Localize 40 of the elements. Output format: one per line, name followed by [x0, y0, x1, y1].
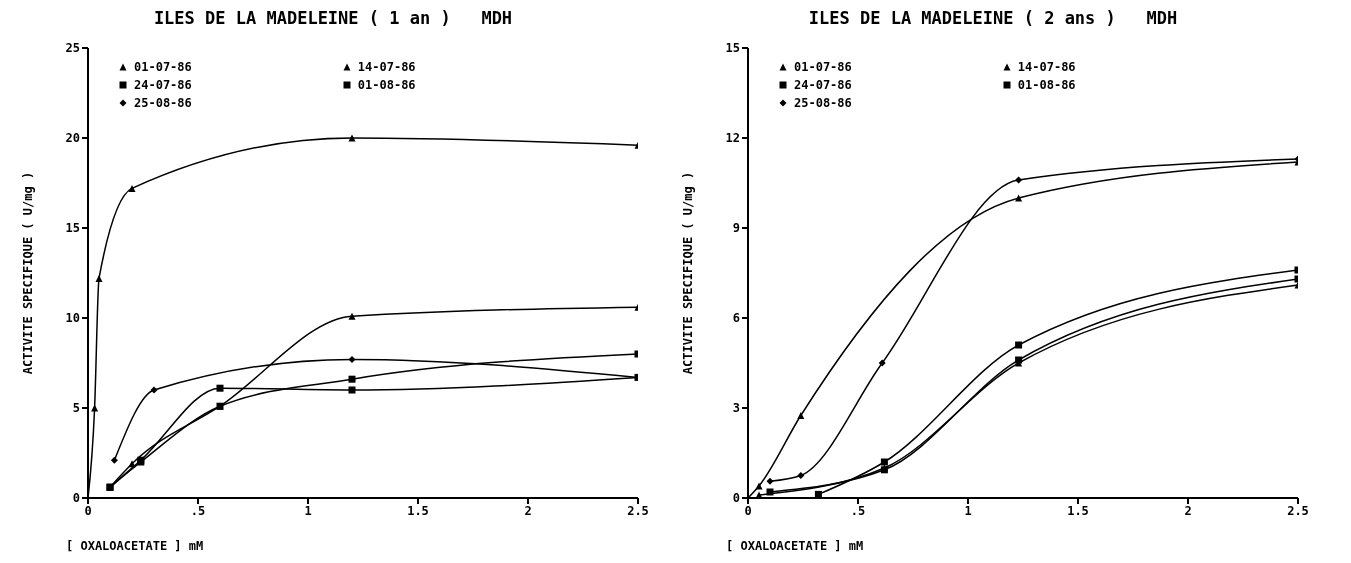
legend-label: 01-07-86	[794, 60, 852, 74]
legend-label: 01-08-86	[1017, 78, 1076, 92]
x-axis-title: [ OXALOACETATE ] mM	[726, 539, 864, 553]
x-tick-label: 1	[964, 503, 972, 518]
y-tick-label: 20	[65, 131, 80, 146]
y-tick-label: 10	[65, 311, 80, 326]
x-tick-label: 0	[744, 503, 752, 518]
y-tick-label: 3	[732, 401, 740, 416]
x-tick-label: 2	[524, 503, 532, 518]
y-tick-label: 25	[65, 41, 80, 56]
x-tick-label: 1	[304, 503, 312, 518]
chart-title: ILES DE LA MADELEINE ( 1 an ) MDH	[152, 8, 514, 30]
y-tick-label: 0	[732, 491, 740, 506]
legend-label: 24-07-86	[794, 78, 852, 92]
x-tick-label: 0	[84, 503, 92, 518]
legend-label: 01-07-86	[134, 60, 192, 74]
x-tick-label: 2.5	[627, 503, 649, 518]
x-tick-label: 2	[1184, 503, 1192, 518]
legend-label: 25-08-86	[134, 96, 192, 110]
y-tick-label: 15	[725, 41, 740, 56]
y-tick-label: 5	[72, 401, 80, 416]
y-tick-label: 15	[65, 221, 80, 236]
y-tick-label: 6	[732, 311, 740, 326]
y-tick-label: 12	[725, 131, 740, 146]
y-tick-label: 9	[732, 221, 740, 236]
legend-label: 01-08-86	[357, 78, 416, 92]
chart-title: ILES DE LA MADELEINE ( 2 ans ) MDH	[807, 8, 1179, 30]
y-tick-label: 0	[72, 491, 80, 506]
x-tick-label: 1.5	[1067, 503, 1089, 518]
y-axis-title: ACTIVITE SPECIFIQUE ( U/mg )	[21, 171, 36, 375]
legend-label: 14-07-86	[357, 60, 416, 74]
x-axis-title: [ OXALOACETATE ] mM	[66, 539, 204, 553]
legend-label: 25-08-86	[794, 96, 852, 110]
y-axis-title: ACTIVITE SPECIFIQUE ( U/mg )	[681, 171, 696, 375]
x-tick-label: 2.5	[1287, 503, 1309, 518]
x-tick-label: .5	[190, 503, 206, 518]
x-tick-label: .5	[850, 503, 866, 518]
legend-label: 14-07-86	[1017, 60, 1076, 74]
legend-label: 24-07-86	[134, 78, 192, 92]
x-tick-label: 1.5	[407, 503, 429, 518]
